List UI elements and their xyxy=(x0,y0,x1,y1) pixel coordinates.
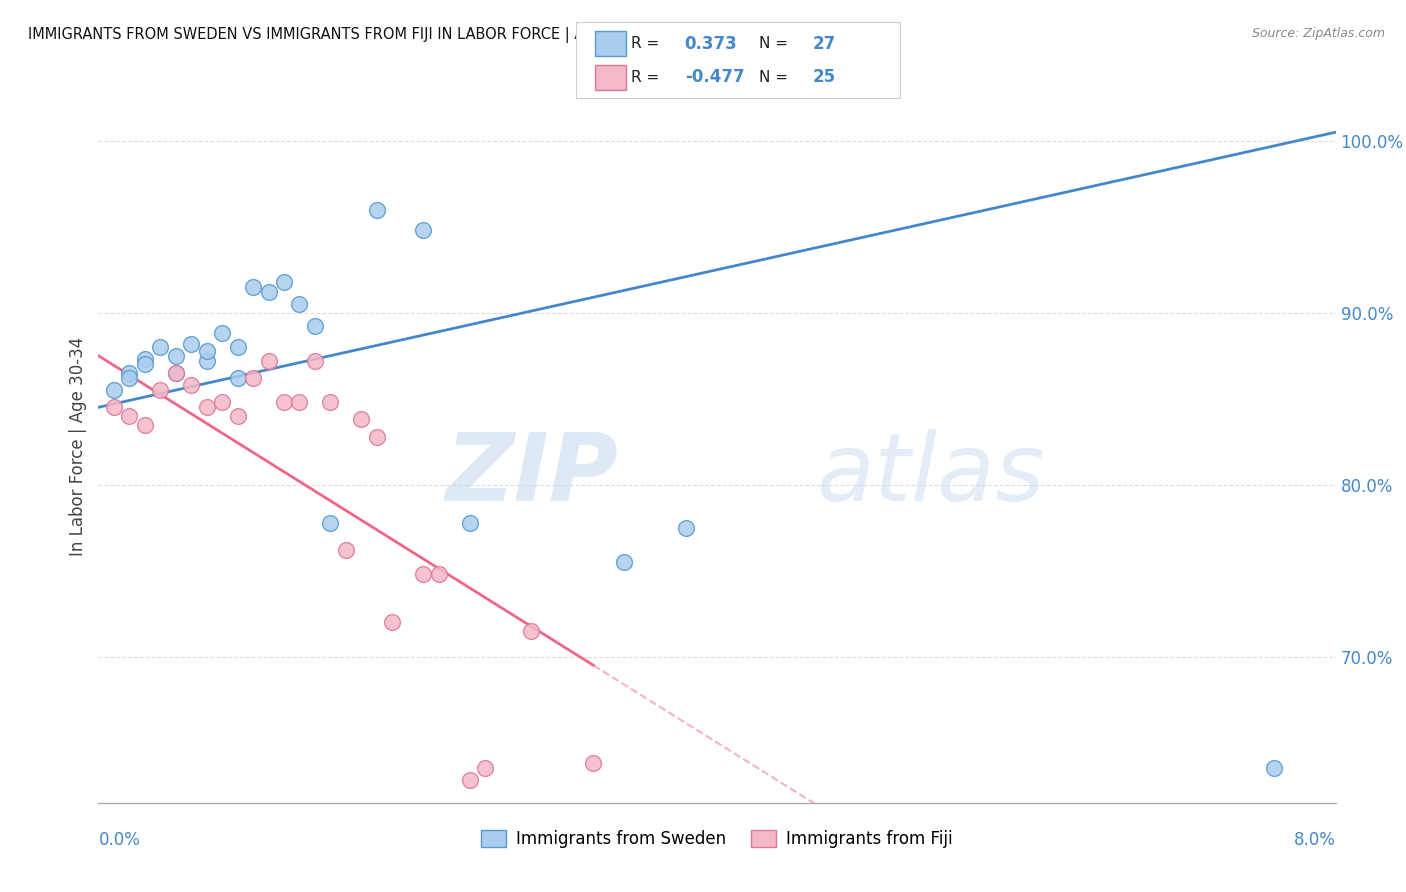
Point xyxy=(226,371,249,385)
Point xyxy=(195,354,218,368)
Point xyxy=(257,285,280,299)
Legend: Immigrants from Sweden, Immigrants from Fiji: Immigrants from Sweden, Immigrants from … xyxy=(474,823,960,855)
Point xyxy=(474,761,496,775)
Text: IMMIGRANTS FROM SWEDEN VS IMMIGRANTS FROM FIJI IN LABOR FORCE | AGE 30-34 CORREL: IMMIGRANTS FROM SWEDEN VS IMMIGRANTS FRO… xyxy=(28,27,814,43)
Text: 0.373: 0.373 xyxy=(685,35,738,53)
Text: N =: N = xyxy=(759,70,789,85)
Point xyxy=(165,366,187,380)
Text: atlas: atlas xyxy=(815,429,1045,520)
Text: -0.477: -0.477 xyxy=(685,68,744,87)
Point xyxy=(211,395,233,409)
Point xyxy=(118,371,141,385)
Point xyxy=(226,409,249,423)
Y-axis label: In Labor Force | Age 30-34: In Labor Force | Age 30-34 xyxy=(69,336,87,556)
Point xyxy=(134,352,156,367)
Point xyxy=(118,409,141,423)
Point xyxy=(226,340,249,354)
Point xyxy=(165,366,187,380)
Point xyxy=(381,615,404,630)
Point xyxy=(211,326,233,341)
Point xyxy=(613,555,636,569)
Point xyxy=(242,280,264,294)
Point xyxy=(195,343,218,358)
Point xyxy=(458,773,481,788)
Point xyxy=(118,366,141,380)
Point xyxy=(134,417,156,432)
Point xyxy=(103,401,125,415)
Text: Source: ZipAtlas.com: Source: ZipAtlas.com xyxy=(1251,27,1385,40)
Text: ZIP: ZIP xyxy=(446,428,619,521)
Point xyxy=(103,383,125,397)
Point xyxy=(273,395,295,409)
Point xyxy=(304,354,326,368)
Point xyxy=(412,567,434,582)
Point xyxy=(366,202,388,217)
Point xyxy=(149,383,172,397)
Point xyxy=(257,354,280,368)
Text: N =: N = xyxy=(759,37,789,51)
Point xyxy=(1263,761,1285,775)
Point xyxy=(273,275,295,289)
Text: R =: R = xyxy=(631,37,659,51)
Point xyxy=(458,516,481,530)
Point xyxy=(427,567,450,582)
Point xyxy=(180,378,202,392)
Point xyxy=(319,516,342,530)
Point xyxy=(288,395,311,409)
Point xyxy=(288,297,311,311)
Text: 8.0%: 8.0% xyxy=(1294,831,1336,849)
Point xyxy=(195,401,218,415)
Point xyxy=(350,412,373,426)
Point xyxy=(412,223,434,237)
Text: 25: 25 xyxy=(813,68,835,87)
Point xyxy=(180,336,202,351)
Point xyxy=(675,521,697,535)
Point xyxy=(319,395,342,409)
Point xyxy=(134,357,156,371)
Text: 0.0%: 0.0% xyxy=(98,831,141,849)
Point xyxy=(242,371,264,385)
Point xyxy=(520,624,543,638)
Point xyxy=(304,319,326,334)
Point xyxy=(165,349,187,363)
Text: 27: 27 xyxy=(813,35,837,53)
Text: R =: R = xyxy=(631,70,659,85)
Point xyxy=(335,543,357,558)
Point xyxy=(366,429,388,443)
Point xyxy=(149,340,172,354)
Point xyxy=(582,756,605,771)
